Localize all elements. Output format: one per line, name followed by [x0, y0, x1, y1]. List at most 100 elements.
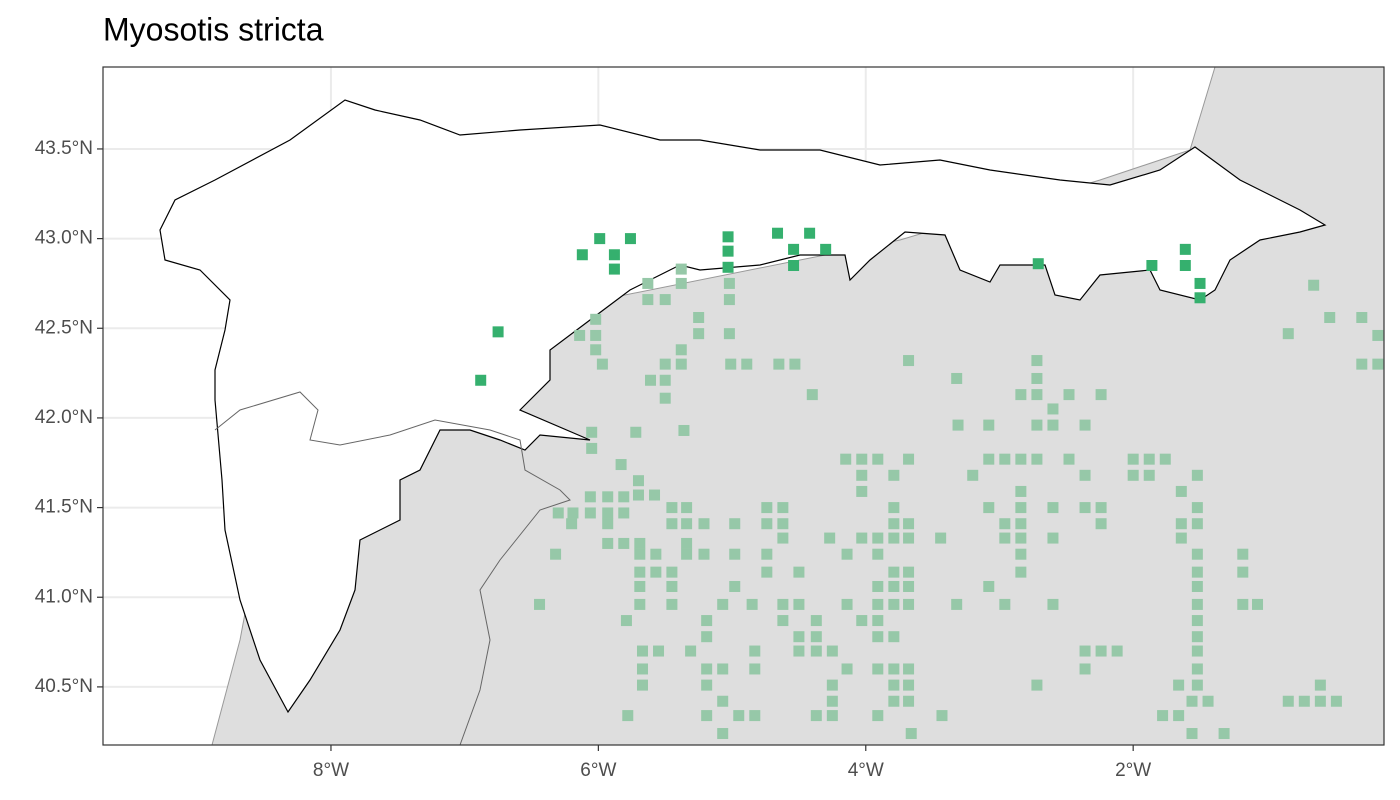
point [1047, 532, 1059, 544]
y-tick-label: 43.5°N [35, 138, 93, 159]
point [698, 518, 710, 530]
point [856, 615, 868, 627]
point [666, 598, 678, 610]
point [618, 491, 630, 503]
point [806, 389, 818, 401]
point [1143, 469, 1155, 481]
panel-border [102, 66, 1385, 746]
point [717, 598, 729, 610]
point [761, 566, 773, 578]
point [642, 294, 654, 306]
point [624, 233, 636, 245]
point [650, 566, 662, 578]
point [576, 249, 588, 261]
point [717, 663, 729, 675]
point [1031, 679, 1043, 691]
point [1298, 695, 1310, 707]
point [999, 598, 1011, 610]
point [701, 631, 713, 643]
point [717, 728, 729, 740]
point [733, 710, 745, 722]
point [590, 344, 602, 356]
point [1079, 469, 1091, 481]
point [903, 598, 915, 610]
point [999, 518, 1011, 530]
point [1191, 469, 1203, 481]
point [650, 548, 662, 560]
point [888, 502, 900, 514]
point [701, 663, 713, 675]
y-tick-label: 41.5°N [35, 497, 93, 518]
point [1146, 260, 1158, 272]
point [1015, 502, 1027, 514]
point [903, 580, 915, 592]
point [1237, 566, 1249, 578]
point [1015, 548, 1027, 560]
point [1191, 631, 1203, 643]
point [649, 489, 661, 501]
point [888, 532, 900, 544]
point [788, 260, 800, 272]
point [634, 580, 646, 592]
point [1095, 389, 1107, 401]
point [729, 548, 741, 560]
point [967, 469, 979, 481]
point [1175, 532, 1187, 544]
point [872, 453, 884, 465]
point [701, 710, 713, 722]
point [746, 598, 758, 610]
region [159, 99, 1327, 714]
point [777, 532, 789, 544]
point [999, 453, 1011, 465]
point [810, 615, 822, 627]
point [888, 663, 900, 675]
y-tick-label: 40.5°N [35, 676, 93, 697]
point [602, 518, 614, 530]
point [622, 710, 634, 722]
point [1031, 355, 1043, 367]
point [903, 453, 915, 465]
point [826, 710, 838, 722]
point [602, 491, 614, 503]
y-tick-label: 41.0°N [35, 586, 93, 607]
point [1031, 389, 1043, 401]
point [666, 502, 678, 514]
point [903, 679, 915, 691]
point [888, 679, 900, 691]
point [1095, 502, 1107, 514]
point [983, 419, 995, 431]
point [826, 645, 838, 657]
point [1015, 532, 1027, 544]
point [749, 710, 761, 722]
point [618, 537, 630, 549]
point [793, 566, 805, 578]
point [1079, 663, 1091, 675]
point [602, 537, 614, 549]
point [888, 598, 900, 610]
point [777, 518, 789, 530]
point [1079, 502, 1091, 514]
point [550, 548, 562, 560]
point [586, 426, 598, 438]
point [749, 663, 761, 675]
point [722, 245, 734, 257]
point [1127, 469, 1139, 481]
point [1356, 312, 1368, 324]
point [826, 695, 838, 707]
point [1202, 695, 1214, 707]
point [1159, 453, 1171, 465]
x-tick-label: 2°W [1115, 760, 1151, 781]
point [983, 453, 995, 465]
point [1173, 679, 1185, 691]
point [872, 631, 884, 643]
point [634, 598, 646, 610]
point [1186, 695, 1198, 707]
point [840, 453, 852, 465]
point [675, 344, 687, 356]
point [594, 233, 606, 245]
border [214, 391, 571, 745]
point [681, 537, 693, 549]
point [642, 277, 654, 289]
point [636, 645, 648, 657]
point [659, 392, 671, 404]
